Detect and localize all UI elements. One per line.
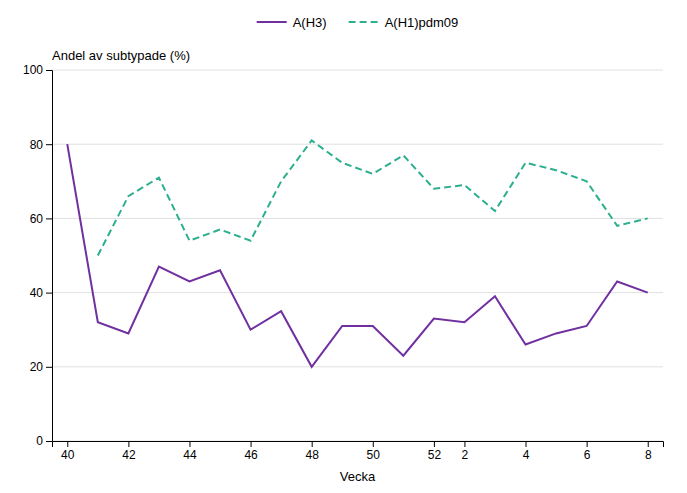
x-tick-label: 6 <box>584 448 591 462</box>
lines <box>67 140 647 366</box>
legend: A(H3) A(H1)pdm09 <box>257 15 459 30</box>
y-tick-label: 100 <box>23 63 43 77</box>
y-tick: 0 <box>36 434 52 448</box>
y-tick: 60 <box>30 212 52 226</box>
x-axis-label: Vecka <box>340 469 376 484</box>
x-tick-mark <box>434 441 435 447</box>
x-tick-mark <box>189 441 190 447</box>
legend-label: A(H3) <box>293 15 327 30</box>
legend-swatch <box>257 21 287 23</box>
x-tick-label: 50 <box>367 448 381 462</box>
x-tick-mark <box>128 441 129 447</box>
x-tick: 46 <box>244 441 258 462</box>
y-tick: 20 <box>30 360 52 374</box>
grid-line <box>52 366 663 367</box>
x-tick: 52 <box>428 441 442 462</box>
legend-swatch <box>349 21 379 23</box>
series-line <box>67 144 647 367</box>
y-tick-label: 60 <box>30 212 44 226</box>
x-tick-mark <box>648 441 649 447</box>
y-tick: 40 <box>30 286 52 300</box>
x-tick: 2 <box>462 441 469 462</box>
x-tick: 8 <box>645 441 652 462</box>
y-tick-mark <box>46 144 52 145</box>
x-tick-mark <box>251 441 252 447</box>
y-tick: 100 <box>23 63 52 77</box>
x-tick-mark <box>373 441 374 447</box>
x-tick: 40 <box>61 441 75 462</box>
x-tick-label: 44 <box>183 448 197 462</box>
x-tick-label: 4 <box>523 448 530 462</box>
y-tick-label: 20 <box>30 360 44 374</box>
x-tick-label: 40 <box>61 448 75 462</box>
x-tick-label: 2 <box>462 448 469 462</box>
x-tick: 50 <box>367 441 381 462</box>
x-tick-label: 42 <box>122 448 136 462</box>
x-tick-label: 52 <box>428 448 442 462</box>
x-tick-mark <box>587 441 588 447</box>
x-tick-mark <box>312 441 313 447</box>
legend-item: A(H1)pdm09 <box>349 15 459 30</box>
y-tick-label: 80 <box>30 138 44 152</box>
x-tick: 48 <box>305 441 319 462</box>
x-tick-label: 48 <box>305 448 319 462</box>
x-tick: 6 <box>584 441 591 462</box>
y-tick-label: 0 <box>36 434 43 448</box>
y-tick-label: 40 <box>30 286 44 300</box>
y-tick-mark <box>46 70 52 71</box>
x-tick: 4 <box>523 441 530 462</box>
legend-label: A(H1)pdm09 <box>385 15 459 30</box>
x-tick: 44 <box>183 441 197 462</box>
grid-line <box>52 144 663 145</box>
x-axis-line <box>53 442 664 448</box>
grid <box>52 70 663 441</box>
y-tick-mark <box>46 293 52 294</box>
x-tick-mark <box>464 441 465 447</box>
y-tick-mark <box>46 218 52 219</box>
x-tick-mark <box>526 441 527 447</box>
legend-item: A(H3) <box>257 15 327 30</box>
y-tick-mark <box>46 441 52 442</box>
y-axis-label: Andel av subtypade (%) <box>52 48 190 63</box>
y-tick-mark <box>46 367 52 368</box>
series-line <box>98 140 648 255</box>
x-axis: 404244464850522468 <box>53 441 664 462</box>
y-tick: 80 <box>30 138 52 152</box>
chart-svg: 404244464850522468020406080100VeckaAndel… <box>0 0 687 493</box>
y-axis-line <box>46 71 53 442</box>
grid-line <box>52 218 663 219</box>
x-tick: 42 <box>122 441 136 462</box>
y-axis: 0 20 40 60 80 100 <box>23 63 53 448</box>
grid-line <box>52 292 663 293</box>
chart-container: 404244464850522468020406080100VeckaAndel… <box>0 0 687 493</box>
x-tick-label: 46 <box>244 448 258 462</box>
grid-line <box>52 70 663 71</box>
x-tick-mark <box>67 441 68 447</box>
x-tick-label: 8 <box>645 448 652 462</box>
